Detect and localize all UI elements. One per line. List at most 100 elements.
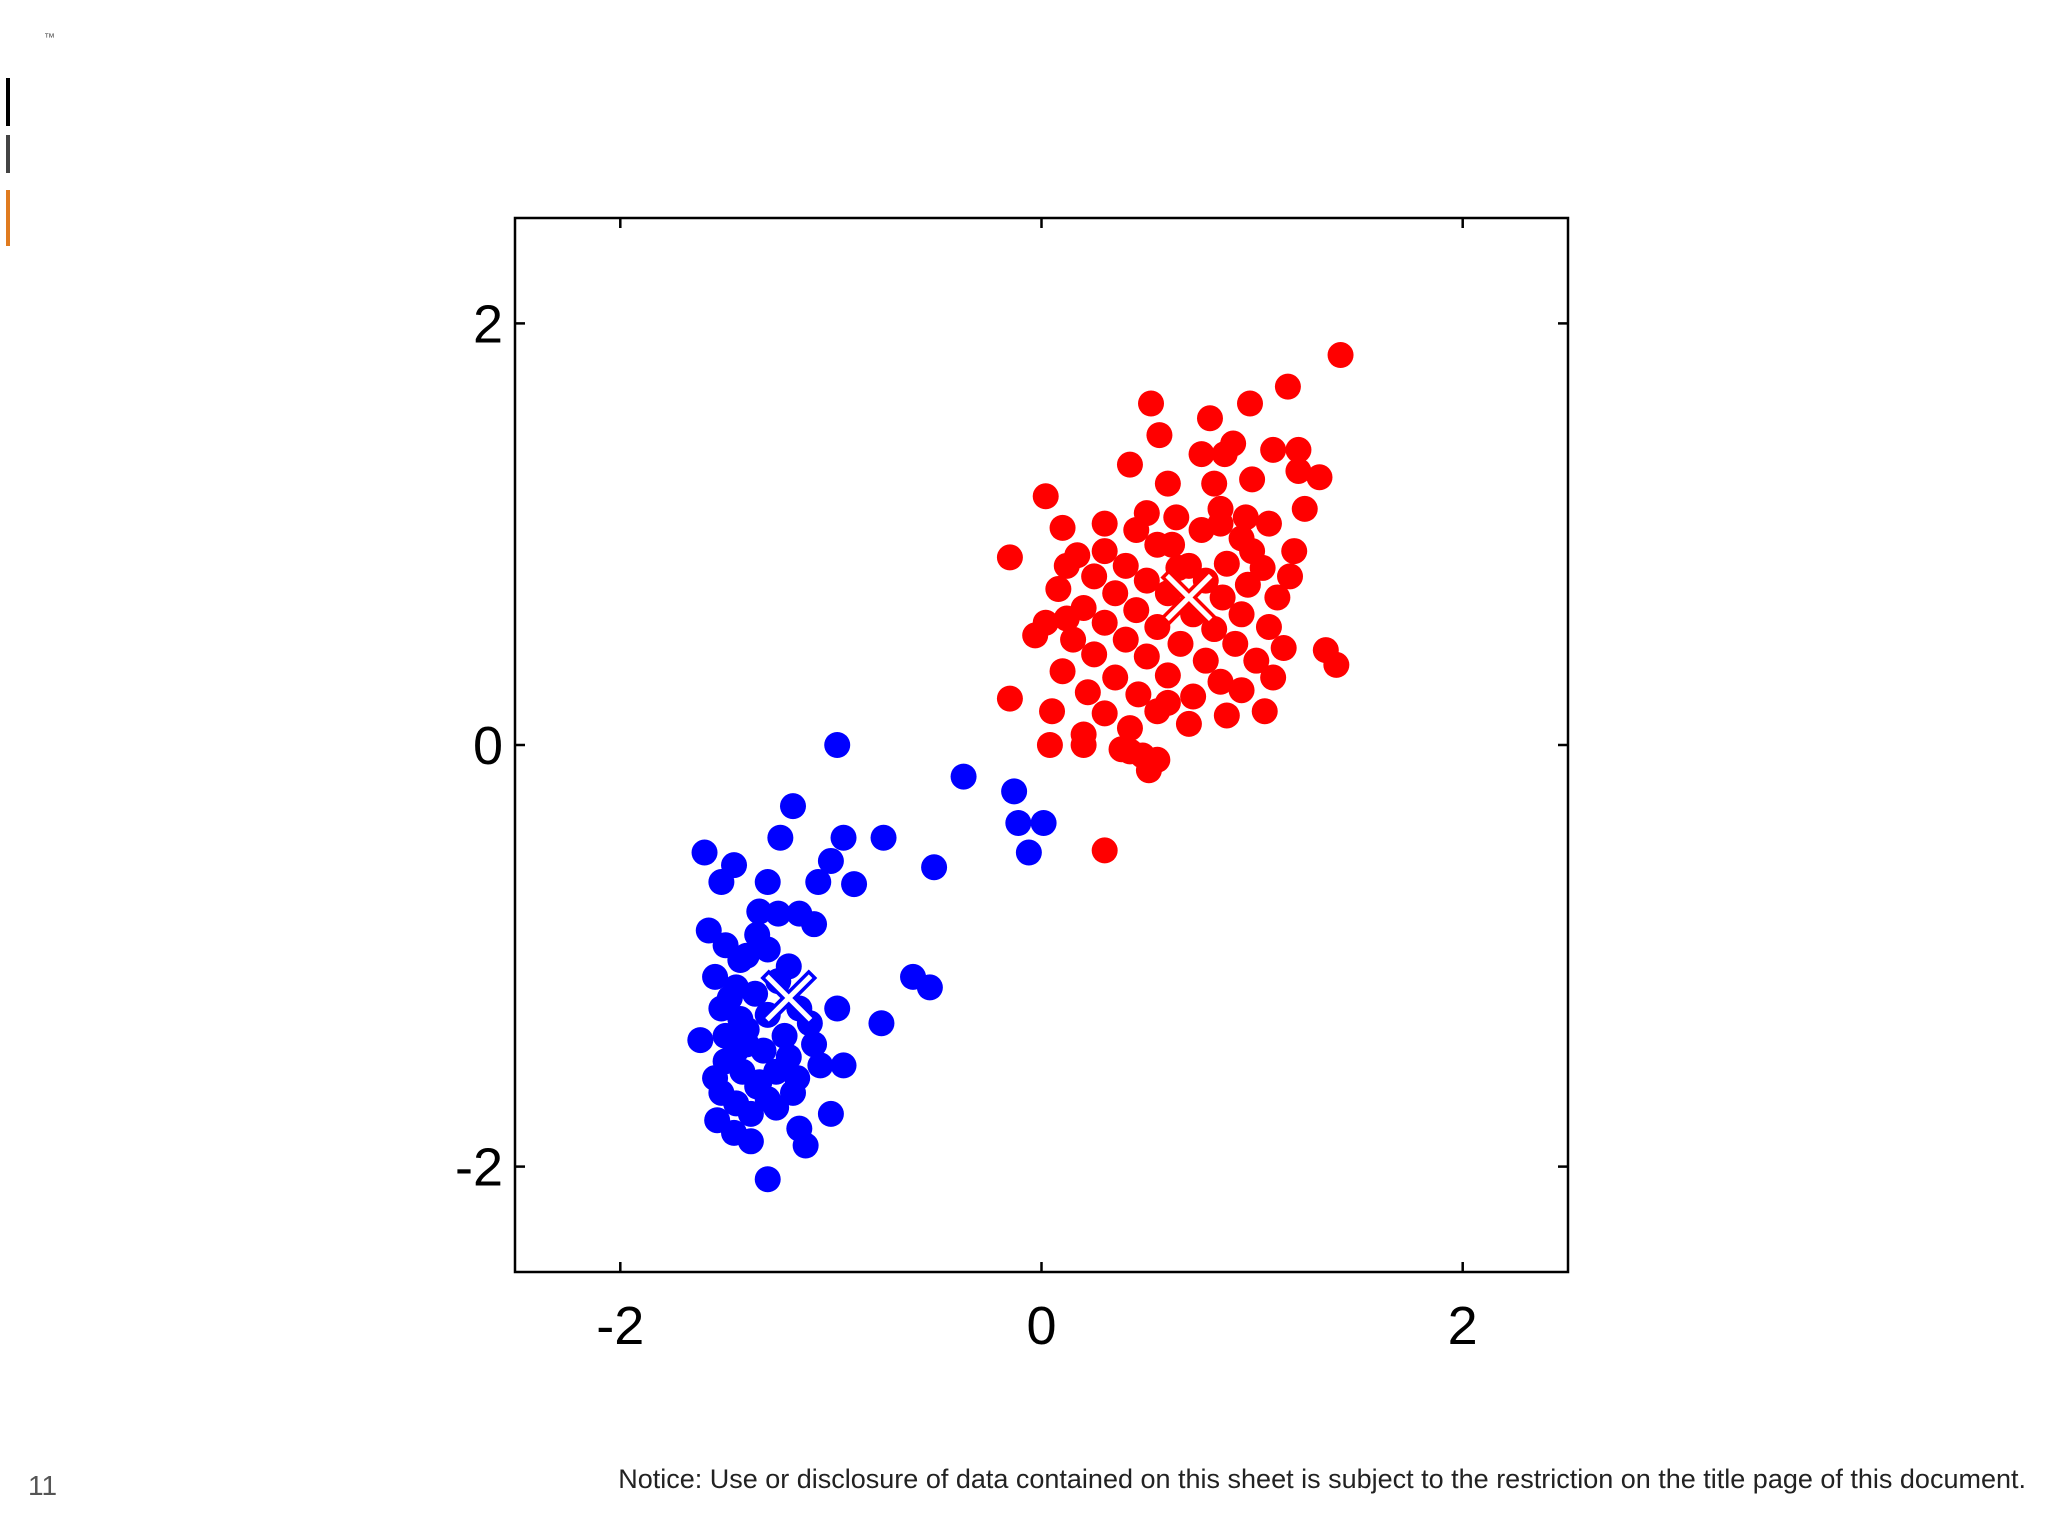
data-point bbox=[1091, 700, 1118, 727]
data-point bbox=[702, 1065, 729, 1092]
data-point bbox=[767, 824, 794, 851]
data-point bbox=[1091, 510, 1118, 537]
data-point bbox=[1159, 531, 1186, 558]
data-point bbox=[868, 1010, 895, 1037]
data-point bbox=[723, 1037, 750, 1064]
data-point bbox=[1207, 510, 1234, 537]
data-point bbox=[702, 963, 729, 990]
data-point bbox=[1125, 681, 1152, 708]
data-point bbox=[1005, 809, 1032, 836]
data-point bbox=[1264, 584, 1291, 611]
data-point bbox=[1123, 516, 1150, 543]
y-tick-label: -2 bbox=[455, 1138, 503, 1198]
data-point bbox=[916, 974, 943, 1001]
data-point bbox=[1228, 677, 1255, 704]
centroid-marker bbox=[760, 969, 818, 1027]
data-point bbox=[1154, 662, 1181, 689]
data-point bbox=[817, 847, 844, 874]
data-point bbox=[1285, 457, 1312, 484]
data-point bbox=[1070, 732, 1097, 758]
series-0 bbox=[996, 342, 1354, 864]
data-point bbox=[1032, 483, 1059, 510]
data-point bbox=[817, 1100, 844, 1127]
data-point bbox=[763, 1094, 790, 1121]
data-point bbox=[1274, 373, 1301, 400]
data-point bbox=[1036, 732, 1063, 758]
trademark-mark: ™ bbox=[44, 32, 55, 44]
data-point bbox=[775, 1043, 802, 1070]
data-point bbox=[765, 900, 792, 927]
data-point bbox=[1049, 514, 1076, 541]
data-point bbox=[1196, 405, 1223, 432]
data-point bbox=[950, 763, 977, 790]
data-point bbox=[1213, 550, 1240, 577]
data-point bbox=[744, 1073, 771, 1100]
data-point bbox=[1175, 552, 1202, 579]
data-point bbox=[1209, 584, 1236, 611]
data-point bbox=[1049, 658, 1076, 685]
data-point bbox=[1281, 538, 1308, 565]
data-point bbox=[754, 936, 781, 963]
data-point bbox=[1236, 390, 1263, 417]
data-point bbox=[1053, 605, 1080, 632]
data-point bbox=[996, 544, 1023, 571]
data-point bbox=[1260, 436, 1287, 463]
data-point bbox=[1146, 422, 1173, 449]
data-point bbox=[1015, 839, 1042, 866]
data-point bbox=[1074, 679, 1101, 706]
data-point bbox=[1255, 510, 1282, 537]
data-point bbox=[805, 869, 832, 896]
data-point bbox=[687, 1027, 714, 1054]
centroid-marker bbox=[1160, 568, 1218, 626]
data-point bbox=[1188, 441, 1215, 468]
data-point bbox=[1222, 630, 1249, 657]
data-point bbox=[870, 824, 897, 851]
data-point bbox=[1154, 689, 1181, 716]
data-point bbox=[1270, 635, 1297, 662]
data-point bbox=[1163, 504, 1190, 531]
data-point bbox=[695, 917, 722, 944]
data-point bbox=[1180, 683, 1207, 710]
data-point bbox=[996, 685, 1023, 712]
data-point bbox=[1243, 647, 1270, 674]
edge-accent-bar bbox=[6, 190, 10, 246]
data-point bbox=[1135, 757, 1162, 784]
data-point bbox=[921, 854, 948, 881]
data-point bbox=[1112, 552, 1139, 579]
series-1 bbox=[687, 732, 1057, 1193]
data-point bbox=[716, 984, 743, 1011]
data-point bbox=[1239, 466, 1266, 493]
data-point bbox=[1213, 702, 1240, 729]
x-tick-label: -2 bbox=[596, 1296, 644, 1356]
data-point bbox=[1220, 430, 1247, 457]
data-point bbox=[1260, 664, 1287, 691]
data-point bbox=[1154, 470, 1181, 497]
data-point bbox=[771, 1022, 798, 1049]
data-point bbox=[1285, 436, 1312, 463]
data-point bbox=[1123, 597, 1150, 624]
data-point bbox=[737, 1100, 764, 1127]
data-point bbox=[830, 824, 857, 851]
data-point bbox=[708, 869, 735, 896]
data-point bbox=[792, 1132, 819, 1159]
data-point bbox=[1091, 538, 1118, 565]
data-point bbox=[737, 1128, 764, 1155]
data-point bbox=[1291, 495, 1318, 522]
data-point bbox=[1001, 778, 1028, 805]
x-tick-label: 0 bbox=[1026, 1296, 1056, 1356]
data-point bbox=[750, 1037, 777, 1064]
edge-decoration-bar bbox=[6, 135, 10, 173]
data-point bbox=[727, 947, 754, 974]
data-point bbox=[746, 898, 773, 925]
data-point bbox=[1138, 390, 1165, 417]
data-point bbox=[1255, 613, 1282, 640]
data-point bbox=[830, 1052, 857, 1079]
data-point bbox=[1102, 664, 1129, 691]
data-point bbox=[1091, 609, 1118, 636]
data-point bbox=[1116, 451, 1143, 478]
data-point bbox=[1091, 837, 1118, 864]
plot-points bbox=[687, 342, 1354, 1193]
data-point bbox=[1306, 464, 1333, 491]
data-point bbox=[1053, 552, 1080, 579]
data-point bbox=[779, 1079, 806, 1106]
